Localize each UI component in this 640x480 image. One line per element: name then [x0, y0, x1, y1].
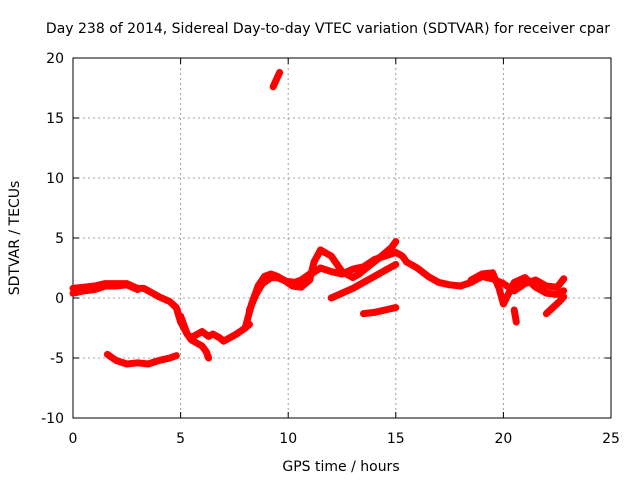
series-arc-9	[317, 238, 400, 282]
y-tick-label: -10	[41, 411, 64, 427]
y-axis-label: SDTVAR / TECUs	[7, 181, 23, 296]
x-tick-label: 5	[176, 431, 185, 447]
series-arc-2	[177, 312, 213, 362]
x-tick-label: 15	[387, 431, 405, 447]
y-tick-label: -5	[50, 351, 64, 367]
series-arc-7	[269, 68, 284, 91]
y-tick-label: 15	[46, 111, 64, 127]
data-series	[69, 68, 568, 368]
x-tick-label: 0	[69, 431, 78, 447]
series-arc-10	[327, 260, 400, 302]
series-arc-14	[510, 306, 520, 326]
series-arc-4	[103, 350, 180, 368]
y-tick-label: 5	[55, 231, 64, 247]
series-arc-13	[467, 269, 568, 308]
series-arc-15	[542, 293, 568, 318]
x-tick-label: 25	[602, 431, 620, 447]
series-arc-11	[360, 304, 400, 318]
x-tick-label: 10	[279, 431, 297, 447]
grid-lines	[73, 58, 611, 418]
y-tick-label: 10	[46, 171, 64, 187]
series-arc-3	[69, 281, 142, 297]
y-tick-label: 0	[55, 291, 64, 307]
series-arc-1	[69, 280, 253, 345]
axis-ticks: 0 5 10 15 20 25 -10 -5 0 5 10 15 20	[41, 51, 620, 447]
y-tick-label: 20	[46, 51, 64, 67]
x-tick-label: 20	[494, 431, 512, 447]
series-arc-6	[246, 270, 314, 314]
chart-title: Day 238 of 2014, Sidereal Day-to-day VTE…	[46, 21, 610, 37]
series-arc-12	[403, 258, 568, 295]
x-axis-label: GPS time / hours	[282, 459, 399, 475]
